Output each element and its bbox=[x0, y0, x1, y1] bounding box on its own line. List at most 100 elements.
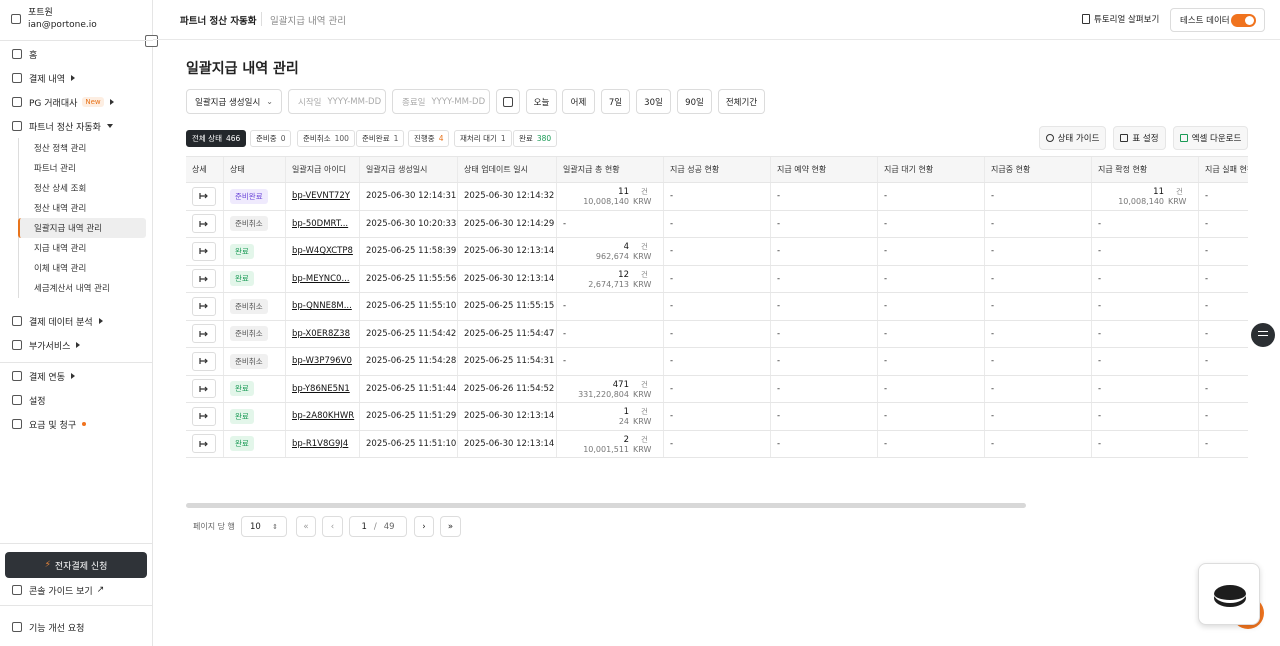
calendar-button[interactable] bbox=[496, 89, 520, 114]
status-chip[interactable]: 준비중 0 bbox=[250, 130, 292, 147]
detail-button[interactable] bbox=[192, 379, 216, 399]
amount-line: 2,674,713 KRW bbox=[557, 280, 663, 289]
status-chip[interactable]: 재처리 대기 1 bbox=[454, 130, 512, 147]
batch-id[interactable]: bp-R1V8G9J4 bbox=[292, 438, 349, 449]
tutorial-button[interactable]: 튜토리얼 살펴보기 bbox=[1082, 13, 1159, 25]
batch-id[interactable]: bp-X0ER8Z38 bbox=[292, 328, 350, 339]
detail-button[interactable] bbox=[192, 186, 216, 206]
batch-id[interactable]: bp-2A80KHWR bbox=[292, 411, 355, 422]
menu-item[interactable]: 홈 bbox=[4, 42, 148, 66]
cell: bp-W3P796V0 bbox=[286, 348, 360, 375]
batch-id[interactable]: bp-Y86NE5N1 bbox=[292, 383, 350, 394]
cell: - bbox=[878, 375, 985, 402]
submenu-item[interactable]: 정산 정책 관리 bbox=[34, 144, 87, 154]
guide-link[interactable]: 콘솔 가이드 보기 ↗ bbox=[4, 578, 104, 602]
currency: KRW bbox=[1168, 197, 1187, 206]
menu-item[interactable]: 결제 연동 bbox=[4, 364, 148, 388]
cell: 11 건 10,008,140 KRW bbox=[557, 183, 664, 210]
prev-page[interactable]: ‹ bbox=[322, 516, 343, 537]
batch-id[interactable]: bp-VEVNT72Y bbox=[292, 191, 350, 202]
last-page[interactable]: » bbox=[440, 516, 461, 537]
detail-button[interactable] bbox=[192, 214, 216, 234]
menu-item[interactable]: 결제 내역 bbox=[4, 66, 148, 90]
apply-button[interactable]: ⚡ 전자결제 신청 bbox=[5, 552, 147, 578]
collapse-button[interactable] bbox=[145, 35, 158, 47]
rows-select[interactable]: 10 ⇕ bbox=[241, 516, 287, 537]
menu-caret bbox=[109, 99, 114, 105]
menu-item[interactable]: PG 거래대사 New bbox=[4, 90, 148, 114]
range-button[interactable]: 30일 bbox=[636, 89, 671, 114]
currency: KRW bbox=[633, 252, 652, 261]
action-button[interactable]: 표 설정 bbox=[1113, 126, 1166, 150]
batch-id[interactable]: bp-W3P796V0 bbox=[292, 356, 352, 367]
column-header: 상태 업데이트 일시 bbox=[458, 157, 557, 182]
menu-item[interactable]: 설정 bbox=[4, 388, 148, 412]
test-data-toggle[interactable]: 테스트 데이터 bbox=[1170, 8, 1265, 32]
first-page[interactable]: « bbox=[296, 516, 316, 537]
range-button[interactable]: 오늘 bbox=[526, 89, 557, 114]
total-pages: 49 bbox=[383, 521, 395, 532]
batch-id[interactable]: bp-QNNE8M... bbox=[292, 301, 352, 312]
next-page[interactable]: › bbox=[414, 516, 434, 537]
floating-filter[interactable] bbox=[1251, 323, 1275, 347]
action-button[interactable]: 엑셀 다운로드 bbox=[1173, 126, 1248, 150]
menu-item[interactable]: 파트너 정산 자동화 bbox=[4, 114, 148, 138]
status-badge: 준비취소 bbox=[230, 353, 268, 369]
detail-button[interactable] bbox=[192, 269, 216, 289]
cell: - bbox=[1092, 210, 1199, 237]
range-button[interactable]: 전체기간 bbox=[718, 89, 765, 114]
detail-button[interactable] bbox=[192, 406, 216, 426]
submenu-item[interactable]: 정산 내역 관리 bbox=[34, 204, 87, 214]
table: 상세 상태 일괄지급 아이디 일괄지급 생성일시 상태 업데이트 일시 일괄지급 총 현황… bbox=[186, 156, 1248, 458]
batch-id[interactable]: bp-W4QXCTP8 bbox=[292, 246, 353, 257]
rows-per-page: 10 bbox=[250, 521, 261, 532]
cell bbox=[186, 293, 224, 320]
cell: - bbox=[985, 430, 1092, 457]
range-button[interactable]: 어제 bbox=[562, 89, 595, 114]
cell: 완료 bbox=[224, 265, 286, 292]
detail-button[interactable] bbox=[192, 296, 216, 316]
detail-button[interactable] bbox=[192, 241, 216, 261]
status-badge: 준비취소 bbox=[230, 216, 268, 232]
detail-button[interactable] bbox=[192, 324, 216, 344]
chip-label: 전체 상태 bbox=[192, 134, 222, 143]
submenu-item[interactable]: 파트너 관리 bbox=[34, 164, 76, 174]
column-header: 지급중 현황 bbox=[985, 157, 1092, 182]
amount-line: 10,008,140 KRW bbox=[1092, 197, 1198, 206]
breadcrumb[interactable]: 파트너 정산 자동화 bbox=[180, 16, 257, 27]
end-date[interactable]: 종료일 YYYY-MM-DD bbox=[392, 89, 490, 114]
detail-button[interactable] bbox=[192, 434, 216, 454]
start-date[interactable]: 시작일 YYYY-MM-DD bbox=[288, 89, 386, 114]
detail-button[interactable] bbox=[192, 351, 216, 371]
status-chip[interactable]: 전체 상태 466 bbox=[186, 130, 247, 147]
action-button[interactable]: 상태 가이드 bbox=[1039, 126, 1106, 150]
table-row: 준비취소 bp-X0ER8Z38 2025-06-25 11:54:42 2025-0… bbox=[186, 320, 1248, 348]
submenu-item[interactable]: 정산 상세 조회 bbox=[34, 184, 87, 194]
date-type-select[interactable]: 일괄지급 생성일시 ⌄ bbox=[186, 89, 282, 114]
cell: - bbox=[557, 210, 664, 237]
range-button[interactable]: 90일 bbox=[677, 89, 712, 114]
submenu-item[interactable]: 지급 내역 관리 bbox=[34, 244, 87, 254]
status-chip[interactable]: 진행중 4 bbox=[408, 130, 450, 147]
submenu-item[interactable]: 일괄지급 내역 관리 bbox=[18, 218, 146, 238]
org-email: ian@portone.io bbox=[28, 20, 97, 30]
menu-item[interactable]: 부가서비스 bbox=[4, 333, 148, 357]
menu-item[interactable]: 요금 및 청구 bbox=[4, 412, 148, 436]
batch-id[interactable]: bp-50DMRT... bbox=[292, 218, 349, 229]
batch-id[interactable]: bp-MEYNC0... bbox=[292, 273, 350, 284]
menu-item[interactable]: 결제 데이터 분석 bbox=[4, 309, 148, 333]
cell: - bbox=[985, 265, 1092, 292]
status-chip[interactable]: 완료 380 bbox=[513, 130, 558, 147]
status-chip[interactable]: 준비완료 1 bbox=[356, 130, 405, 147]
scrollbar[interactable] bbox=[186, 503, 1026, 508]
submenu-item[interactable]: 세금계산서 내역 관리 bbox=[34, 284, 110, 294]
table-row: 준비완료 bp-VEVNT72Y 2025-06-30 12:14:31 2025-0… bbox=[186, 183, 1248, 211]
cell: - bbox=[1092, 430, 1199, 457]
cell: 준비취소 bbox=[224, 320, 286, 347]
range-button[interactable]: 7일 bbox=[601, 89, 630, 114]
submenu-item[interactable]: 이체 내역 관리 bbox=[34, 264, 87, 274]
feedback-link[interactable]: 기능 개선 요청 bbox=[4, 615, 84, 639]
chat-widget[interactable] bbox=[1198, 563, 1260, 625]
status-chip[interactable]: 준비취소 100 bbox=[297, 130, 355, 147]
count: 11 bbox=[618, 187, 629, 197]
